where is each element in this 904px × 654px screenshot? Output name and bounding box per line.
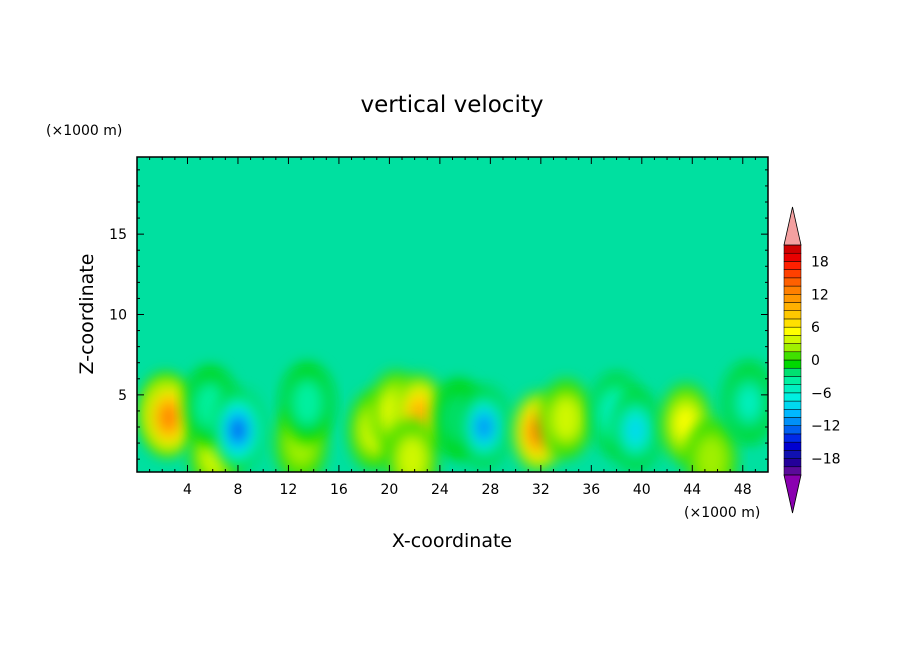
colorbar-tick-label: −18 — [811, 452, 841, 468]
colorbar-swatch — [783, 269, 802, 279]
colorbar-swatch — [783, 409, 802, 418]
y-tick-label: 15 — [109, 227, 127, 243]
x-tick-label: 4 — [183, 482, 192, 498]
colorbar-swatch — [783, 392, 802, 402]
x-tick-label: 32 — [532, 482, 550, 498]
y-axis-title: Z-coordinate — [76, 254, 98, 375]
velocity-cell — [458, 387, 511, 467]
y-axis: 5 10 15 — [109, 169, 768, 460]
y-tick-label: 10 — [109, 308, 127, 324]
colorbar-swatch — [783, 458, 802, 468]
colorbar-swatch — [783, 244, 802, 254]
velocity-cell — [609, 390, 662, 471]
y-unit-label: (×1000 m) — [46, 123, 122, 139]
colorbar: 18 12 6 0 −6 −12 −18 — [783, 206, 841, 514]
colorbar-swatch — [783, 359, 802, 369]
plot-area — [136, 156, 769, 473]
velocity-cell — [386, 419, 439, 472]
x-unit-label: (×1000 m) — [684, 505, 760, 521]
colorbar-swatch — [783, 343, 802, 353]
colorbar-swatch — [783, 261, 802, 270]
velocity-cell — [281, 362, 334, 443]
x-tick-label: 28 — [481, 482, 499, 498]
colorbar-swatch — [783, 433, 802, 443]
colorbar-tick-label: −12 — [811, 419, 841, 435]
colorbar-over-triangle — [783, 206, 802, 246]
x-axis-title: X-coordinate — [392, 530, 512, 552]
x-tick-label: 48 — [734, 482, 752, 498]
colorbar-swatch — [783, 376, 802, 385]
x-tick-label: 20 — [380, 482, 398, 498]
x-tick-label: 40 — [633, 482, 651, 498]
colorbar-swatch — [783, 351, 802, 361]
colorbar-swatch — [783, 326, 802, 336]
chart-title: vertical velocity — [361, 92, 544, 118]
colorbar-swatch — [783, 318, 802, 328]
x-tick-label: 12 — [280, 482, 298, 498]
colorbar-swatch — [783, 367, 802, 377]
colorbar-tick-label: 12 — [811, 287, 829, 303]
colorbar-tick-label: 6 — [811, 320, 820, 336]
colorbar-swatch — [783, 285, 802, 295]
contour-field — [138, 362, 768, 472]
colorbar-tick-label: 18 — [811, 254, 829, 270]
x-tick-label: 8 — [233, 482, 242, 498]
x-tick-label: 16 — [330, 482, 348, 498]
y-tick-label: 5 — [118, 388, 127, 404]
velocity-cell — [211, 390, 264, 471]
colorbar-swatch — [783, 441, 802, 451]
colorbar-swatch — [783, 466, 802, 476]
velocity-cell — [723, 362, 768, 443]
colorbar-swatch — [783, 425, 802, 435]
colorbar-swatch — [783, 384, 802, 394]
colorbar-tick-label: 0 — [811, 353, 820, 369]
colorbar-swatch — [783, 277, 802, 287]
colorbar-tick-label: −6 — [811, 386, 832, 402]
x-axis: 4 8 12 16 20 24 28 32 36 40 44 48 — [149, 157, 756, 498]
colorbar-swatch — [783, 302, 802, 311]
colorbar-swatch — [783, 252, 802, 262]
colorbar-swatch — [783, 450, 802, 459]
velocity-cell — [142, 377, 195, 458]
velocity-cell — [540, 378, 593, 459]
colorbar-swatch — [783, 294, 802, 303]
x-tick-label: 44 — [683, 482, 701, 498]
colorbar-swatch — [783, 310, 802, 320]
colorbar-swatch — [783, 335, 802, 344]
colorbar-swatch — [783, 417, 802, 426]
velocity-cell — [685, 419, 738, 472]
colorbar-under-triangle — [783, 474, 802, 514]
colorbar-swatch — [783, 400, 802, 410]
x-tick-label: 24 — [431, 482, 449, 498]
x-tick-label: 36 — [582, 482, 600, 498]
